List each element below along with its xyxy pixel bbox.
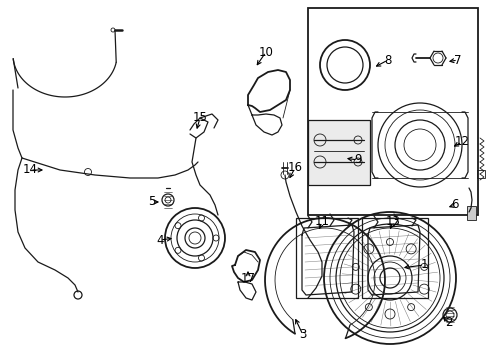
Text: 16: 16 [287, 162, 302, 175]
Text: 13: 13 [385, 216, 400, 229]
Text: 17: 17 [240, 271, 255, 284]
Text: 4: 4 [156, 234, 163, 247]
Text: 15: 15 [192, 112, 207, 125]
Text: 1: 1 [419, 258, 427, 271]
Text: 11: 11 [314, 216, 329, 229]
Bar [476, 170, 484, 178]
Bar [307, 120, 369, 185]
Text: 8: 8 [384, 54, 391, 67]
Bar [466, 206, 475, 220]
Text: 7: 7 [453, 54, 461, 67]
Text: 5: 5 [148, 195, 155, 208]
Text: 3: 3 [299, 328, 306, 342]
Text: 2: 2 [445, 316, 452, 329]
Text: 10: 10 [258, 45, 273, 58]
Text: 12: 12 [453, 135, 468, 148]
Text: 14: 14 [22, 163, 38, 176]
Bar [295, 218, 357, 298]
Text: 6: 6 [450, 198, 458, 211]
Bar [307, 8, 477, 215]
Bar [361, 218, 427, 298]
Text: 9: 9 [353, 153, 361, 166]
